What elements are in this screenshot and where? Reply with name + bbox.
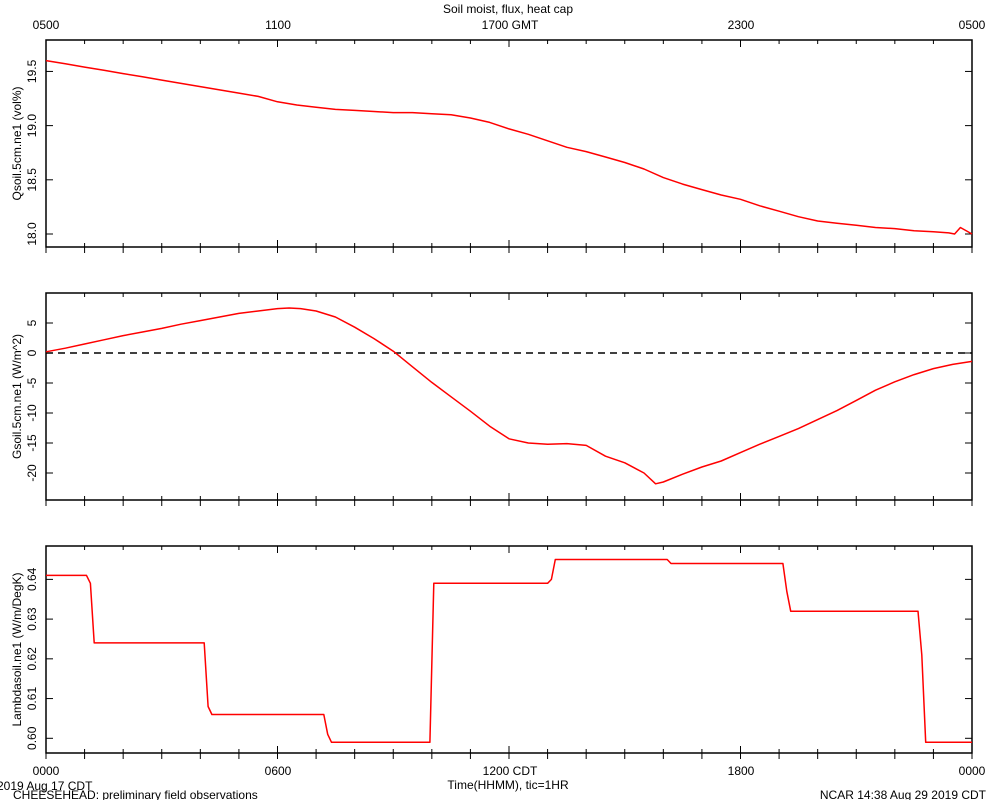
top-tick-label: 1100 <box>265 18 291 32</box>
bottom-tick-label: 0000 <box>33 764 60 778</box>
y-tick-label: 19.0 <box>25 114 39 138</box>
y-tick-label: 5 <box>25 319 39 326</box>
y-axis-label: Gsoil.5cm.ne1 (W/m^2) <box>10 334 24 459</box>
y-tick-label: 0.61 <box>25 687 39 711</box>
footer-project: CHEESEHEAD: preliminary field observatio… <box>13 788 258 800</box>
bottom-tick-label: 1200 CDT <box>483 764 538 778</box>
y-tick-label: 18.0 <box>25 222 39 246</box>
y-axis-label: Lambdasoil.ne1 (W/m/DegK) <box>10 572 24 726</box>
y-tick-label: 18.5 <box>25 168 39 192</box>
top-tick-label: 0500 <box>33 18 60 32</box>
footer-date: 2019 Aug 17 CDT <box>0 779 93 793</box>
panel-frame <box>45 39 973 248</box>
y-tick-label: 0.62 <box>25 647 39 671</box>
panel-frame <box>45 545 973 754</box>
y-tick-label: -20 <box>25 464 39 482</box>
series-line <box>45 59 973 235</box>
bottom-tick-label: 0000 <box>959 764 986 778</box>
chart-title: Soil moist, flux, heat cap <box>443 2 573 16</box>
bottom-tick-label: 1800 <box>728 764 755 778</box>
y-tick-label: -15 <box>25 434 39 452</box>
series-line <box>45 307 973 485</box>
bottom-tick-label: 0600 <box>265 764 292 778</box>
y-tick-label: 0.64 <box>25 567 39 591</box>
y-tick-label: 0.60 <box>25 726 39 750</box>
top-tick-label: 0500 <box>959 18 986 32</box>
y-tick-label: -5 <box>25 377 39 388</box>
y-tick-label: -10 <box>25 404 39 422</box>
top-tick-label: 2300 <box>728 18 755 32</box>
y-tick-label: 0.63 <box>25 607 39 631</box>
soil-heat-flux-panel: -20 -15 -10 -5 0 5 Gsoil.5cm.ne1 (W/m^2) <box>10 292 973 506</box>
top-tick-label: 1700 GMT <box>482 18 539 32</box>
y-axis-label: Qsoil.5cm.ne1 (vol%) <box>10 86 24 200</box>
y-tick-label: 19.5 <box>25 59 39 83</box>
x-axis-label: Time(HHMM), tic=1HR <box>447 778 569 792</box>
series-line <box>46 558 972 744</box>
y-tick-label: 0 <box>25 349 39 356</box>
footer-stamp: NCAR 14:38 Aug 29 2019 CDT <box>820 788 987 800</box>
